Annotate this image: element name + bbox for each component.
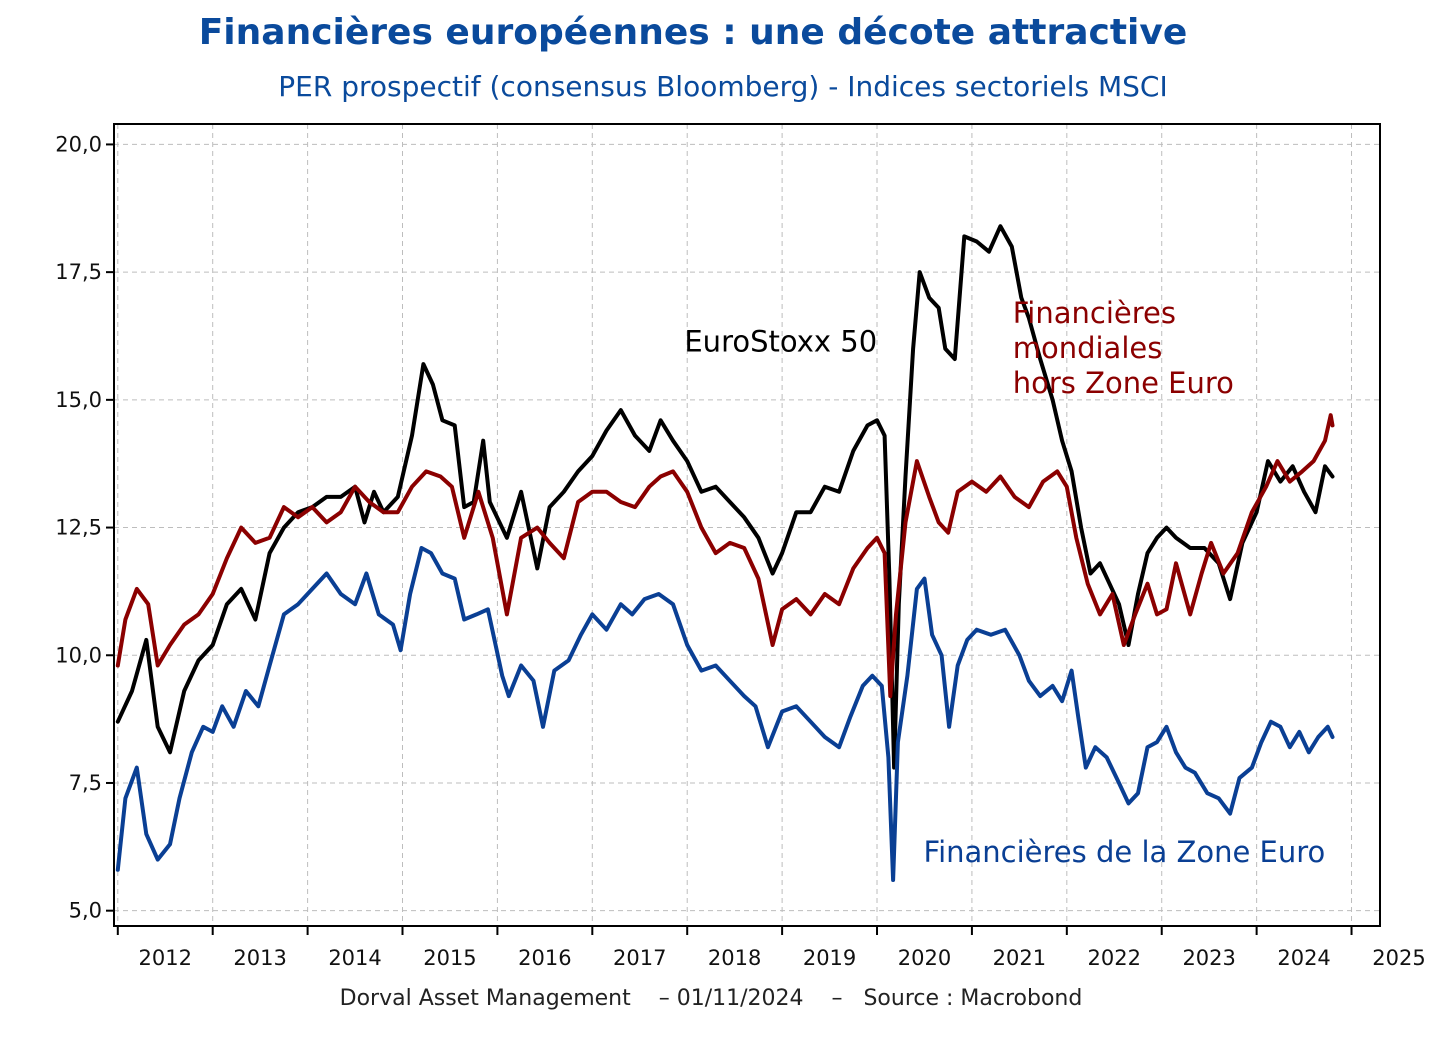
series-label-1: Financières mondiales hors Zone Euro xyxy=(1013,296,1234,400)
series-label-line: Financières xyxy=(1013,296,1176,330)
plot-area xyxy=(114,124,1380,926)
y-tick-label: 15,0 xyxy=(55,388,102,412)
x-tick-label: 2017 xyxy=(613,946,666,970)
grid-layer xyxy=(114,124,1380,926)
x-tick-label: 2020 xyxy=(898,946,951,970)
series-label-layer: EuroStoxx 50 Financières mondiales hors Zon… xyxy=(684,296,1325,869)
series-label-line: mondiales xyxy=(1013,331,1163,365)
x-tick-label: 2016 xyxy=(518,946,571,970)
x-tick-label: 2015 xyxy=(423,946,476,970)
x-tick-label: 2018 xyxy=(708,946,761,970)
series-label-line: EuroStoxx 50 xyxy=(684,324,877,358)
series-label-line: hors Zone Euro xyxy=(1013,366,1234,400)
chart-subtitle: PER prospectif (consensus Bloomberg) - I… xyxy=(278,70,1168,103)
chart-footer: Dorval Asset Management – 01/11/2024 – S… xyxy=(339,986,1083,1011)
series-line-1 xyxy=(115,413,1335,699)
series-line-2 xyxy=(115,546,1335,882)
plot-frame xyxy=(113,123,1381,927)
x-tick-label: 2024 xyxy=(1277,946,1330,970)
x-tick-label: 2014 xyxy=(328,946,381,970)
x-tick-label: 2021 xyxy=(993,946,1046,970)
x-tick-label: 2012 xyxy=(139,946,192,970)
x-tick-label: 2025 xyxy=(1372,946,1425,970)
series-label-line: Financières de la Zone Euro xyxy=(924,835,1326,869)
axis-layer: 5,0 7,5 10,0 12,5 15,0 17,5 20,0 2012 2013 2014 20… xyxy=(55,132,1425,970)
y-tick-label: 10,0 xyxy=(55,643,102,667)
y-tick-label: 17,5 xyxy=(55,260,102,284)
y-tick-label: 7,5 xyxy=(69,771,102,795)
y-tick-label: 5,0 xyxy=(69,899,102,923)
x-tick-label: 2019 xyxy=(803,946,856,970)
y-tick-label: 20,0 xyxy=(55,132,102,156)
chart-title: Financières européennes : une décote att… xyxy=(198,12,1188,53)
series-label-0: EuroStoxx 50 xyxy=(684,324,877,358)
x-tick-label: 2013 xyxy=(233,946,286,970)
series-label-2: Financières de la Zone Euro xyxy=(924,835,1326,869)
x-tick-label: 2023 xyxy=(1182,946,1235,970)
y-tick-label: 12,5 xyxy=(55,516,102,540)
series-layer xyxy=(115,224,1335,882)
x-tick-label: 2022 xyxy=(1088,946,1141,970)
